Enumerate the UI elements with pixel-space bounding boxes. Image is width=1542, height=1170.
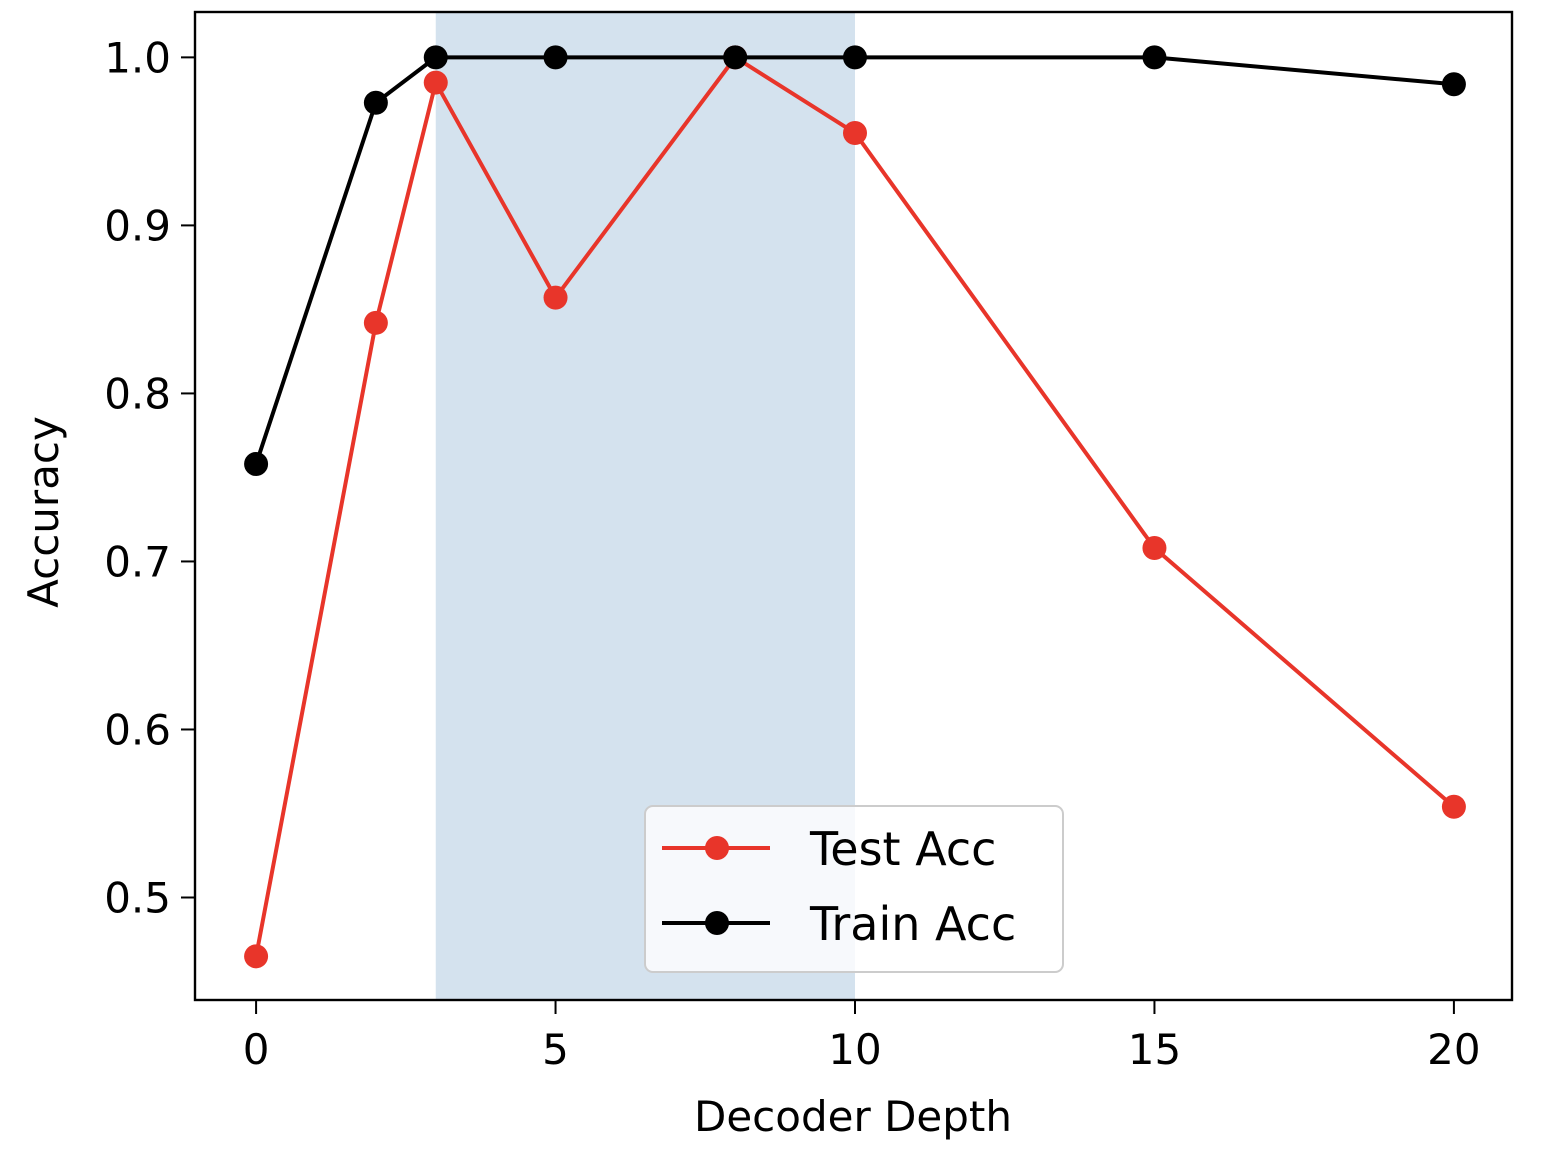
- series-line: [254, 55, 1455, 465]
- x-axis: 0 5 10 15 20: [243, 1000, 1481, 1074]
- data-point: [723, 45, 748, 70]
- x-axis-label: Decoder Depth: [694, 1092, 1012, 1141]
- y-tick-label: 0.5: [104, 874, 171, 923]
- data-point: [1142, 536, 1167, 561]
- data-point: [1142, 45, 1167, 70]
- data-point: [423, 45, 448, 70]
- data-point: [244, 451, 269, 476]
- y-tick-label: 1.0: [104, 33, 171, 82]
- y-axis: 0.5 0.6 0.7 0.8 0.9 1.0: [104, 33, 195, 923]
- x-tick-label: 10: [828, 1025, 881, 1074]
- legend-label: Test Acc: [809, 822, 996, 876]
- data-point: [244, 944, 269, 969]
- x-tick-label: 20: [1427, 1025, 1480, 1074]
- legend-marker-icon: [705, 836, 729, 860]
- y-axis-label: Accuracy: [19, 416, 68, 608]
- data-point: [1441, 72, 1466, 97]
- data-point: [363, 90, 388, 115]
- data-point: [543, 285, 568, 310]
- data-point: [543, 45, 568, 70]
- data-point: [842, 45, 867, 70]
- y-tick-label: 0.9: [104, 201, 171, 250]
- legend-marker-icon: [705, 911, 729, 935]
- data-point: [363, 310, 388, 335]
- y-tick-label: 0.7: [104, 537, 171, 586]
- legend-entry: Train Acc: [662, 897, 1016, 951]
- legend-label: Train Acc: [809, 897, 1016, 951]
- x-tick-label: 0: [243, 1025, 270, 1074]
- data-point: [423, 70, 448, 95]
- series-train-acc: [244, 45, 1466, 476]
- data-point: [842, 120, 867, 145]
- plot-frame: [193, 10, 1514, 1002]
- x-tick-label: 15: [1128, 1025, 1181, 1074]
- y-tick-label: 0.6: [104, 705, 171, 754]
- series-lines: [244, 45, 1466, 969]
- legend: Test Acc Train Acc: [644, 805, 1064, 973]
- legend-entry: Test Acc: [662, 822, 996, 876]
- series-line: [254, 55, 1456, 957]
- data-point: [1441, 794, 1466, 819]
- x-tick-label: 5: [542, 1025, 569, 1074]
- y-tick-label: 0.8: [104, 369, 171, 418]
